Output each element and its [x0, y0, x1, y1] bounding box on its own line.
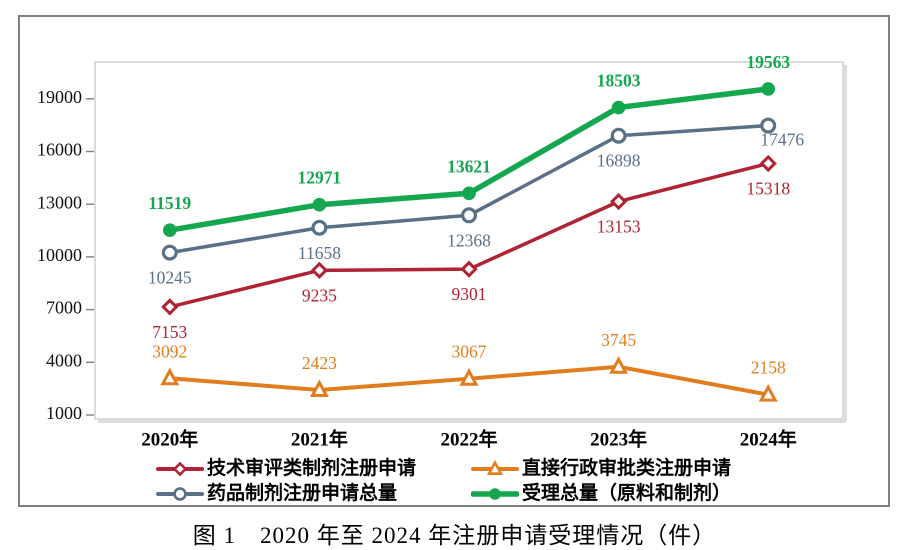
legend-label: 受理总量（原料和制剂） — [522, 483, 732, 504]
data-label: 3092 — [152, 341, 187, 361]
dot-marker — [462, 186, 476, 201]
dot-marker — [611, 100, 626, 115]
series-0: 7153 9235 9301 13153 15318 — [152, 154, 790, 342]
y-axis-tick-label: 7000 — [46, 298, 82, 318]
diamond-marker — [310, 261, 329, 279]
data-label: 12368 — [447, 230, 491, 250]
legend-label: 直接行政审批类注册申请 — [522, 458, 732, 479]
diamond-marker — [609, 192, 628, 211]
figure-caption: 图 1 2020 年至 2024 年注册申请受理情况（件） — [192, 523, 717, 548]
series-1: 3092 2423 3067 3745 2158 — [152, 330, 786, 402]
triangle-marker — [486, 459, 504, 475]
legend: 技术审评类制剂注册申请 直接行政审批类注册申请药品制剂注册申请总量 受理总量（原料和… — [156, 456, 796, 506]
data-label: 13621 — [447, 156, 491, 176]
data-label: 17476 — [760, 130, 804, 150]
data-label: 2423 — [302, 353, 337, 373]
dot-marker — [761, 82, 775, 96]
legend-label: 技术审评类制剂注册申请 — [207, 458, 417, 479]
y-axis: 1000 4000 7000 10000 13000 16000 19000 — [37, 87, 94, 423]
triangle-marker — [309, 379, 329, 398]
data-label: 16898 — [597, 151, 641, 171]
data-label: 11519 — [148, 193, 191, 213]
dot-marker — [163, 223, 177, 238]
data-label: 7153 — [152, 322, 187, 342]
triangle-marker — [160, 367, 180, 386]
data-label: 10245 — [148, 268, 192, 288]
y-axis-tick-label: 16000 — [37, 140, 82, 160]
y-axis-tick-label: 4000 — [46, 350, 82, 370]
triangle-marker — [459, 368, 479, 386]
data-label: 9301 — [452, 284, 487, 304]
plot-area — [94, 61, 844, 420]
dot-marker — [489, 487, 501, 500]
legend-swatch — [471, 459, 519, 475]
x-axis-label: 2023年 — [590, 427, 647, 450]
data-label: 2158 — [751, 358, 786, 378]
y-axis-tick-label: 13000 — [37, 192, 82, 212]
y-axis-tick-label: 19000 — [37, 87, 82, 107]
x-axis-label: 2024年 — [740, 427, 797, 450]
data-label: 13153 — [597, 217, 641, 237]
data-label: 3067 — [452, 342, 487, 362]
y-axis-tick-label: 1000 — [46, 403, 82, 423]
x-axis-label: 2021年 — [291, 427, 348, 450]
triangle-marker — [609, 356, 629, 374]
circle-marker — [173, 486, 187, 501]
series-3: 11519 12971 13621 18503 19563 — [148, 52, 790, 238]
circle-marker — [311, 219, 328, 236]
x-axis-label: 2022年 — [440, 427, 497, 450]
diamond-marker — [161, 298, 179, 316]
data-label: 19563 — [746, 52, 790, 72]
legend-item-3: 受理总量（原料和制剂） — [471, 484, 796, 504]
legend-item-2: 药品制剂注册申请总量 — [156, 484, 471, 504]
data-label: 12971 — [298, 168, 342, 188]
data-label: 11658 — [298, 243, 341, 263]
legend-label: 药品制剂注册申请总量 — [207, 483, 398, 504]
legend-swatch — [156, 486, 204, 501]
diamond-marker — [172, 461, 188, 476]
circle-marker — [461, 207, 478, 224]
data-label: 15318 — [746, 178, 790, 198]
triangle-marker — [758, 383, 778, 402]
dot-marker — [312, 197, 327, 212]
legend-item-1: 直接行政审批类注册申请 — [471, 459, 796, 479]
legend-item-0: 技术审评类制剂注册申请 — [156, 459, 471, 479]
data-label: 18503 — [597, 71, 641, 91]
data-label: 9235 — [302, 285, 337, 305]
circle-marker — [610, 127, 627, 144]
y-axis-tick-label: 10000 — [37, 245, 82, 265]
diamond-marker — [460, 260, 478, 278]
circle-marker — [760, 117, 777, 134]
diamond-marker — [759, 154, 777, 173]
data-label: 3745 — [601, 330, 636, 350]
circle-marker — [161, 244, 178, 261]
x-axis-label: 2020年 — [141, 427, 198, 450]
x-axis: 2020年 2021年 2022年 2023年 2024年 — [141, 427, 796, 450]
legend-swatch — [156, 461, 204, 476]
legend-swatch — [471, 487, 519, 500]
series-2: 10245 11658 12368 16898 17476 — [148, 117, 804, 288]
